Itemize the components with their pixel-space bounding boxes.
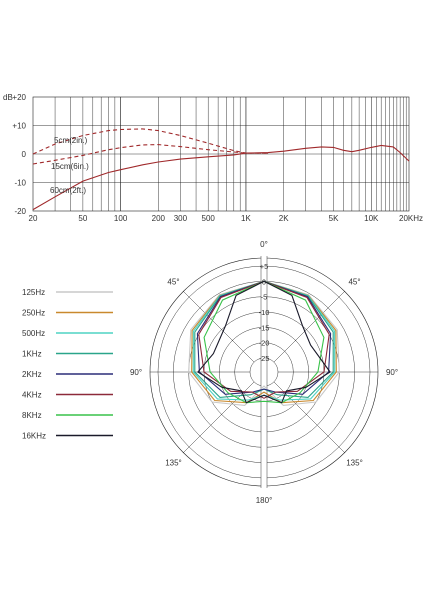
polar-angle-label-225: 135° (165, 459, 182, 468)
frequency-response-chart: dB 20 50 100 200 300 500 1K 2K 5K 10K 20KHz +20 +10… (3, 93, 423, 223)
fr-series-label-15cm: 15cm(6in.) (51, 162, 89, 171)
polar-angle-label-135: 135° (346, 459, 363, 468)
polar-series-16khz (197, 280, 331, 404)
polar-grid (149, 256, 379, 488)
fr-x-tick-5k: 5K (329, 214, 339, 223)
fr-unit-label: dB (3, 93, 13, 102)
fr-series-label-60cm: 60cm(2ft.) (50, 186, 86, 195)
fr-y-tick-10: +10 (12, 122, 26, 131)
legend-label-250hz: 250Hz (22, 309, 45, 318)
polar-angle-label-45: 45° (348, 277, 360, 286)
fr-series-5cm-2in (32, 128, 268, 155)
fr-y-tick-20: -20 (14, 207, 26, 216)
polar-r-tick-15: -15 (259, 323, 270, 332)
fr-x-tick-1k: 1K (241, 214, 251, 223)
polar-series-8khz (203, 280, 325, 404)
polar-series-4khz (198, 280, 330, 399)
polar-angle-label-0: 0° (260, 240, 268, 249)
fr-series-15cm-6in (32, 144, 268, 165)
fr-x-tick-20: 20 (29, 214, 38, 223)
fr-x-tick-labels: 20 50 100 200 300 500 1K 2K 5K 10K 20KHz (29, 214, 423, 223)
polar-r-tick-0: 0 (262, 277, 266, 286)
fr-series-label-5cm: 5cm(2in.) (54, 136, 88, 145)
polar-center-gap (261, 256, 267, 488)
fr-series-lines (32, 128, 410, 211)
polar-spoke-315 (183, 291, 255, 363)
fr-grid (32, 96, 410, 212)
fr-x-tick-100: 100 (114, 214, 128, 223)
fr-x-tick-50: 50 (78, 214, 87, 223)
fr-x-tick-300: 300 (174, 214, 188, 223)
fr-x-tick-500: 500 (202, 214, 216, 223)
polar-pattern-chart: +5 0 -5 -10 -15 -20 -25 0° 45° 90° 135° 180° 135° 90… (22, 240, 398, 505)
legend-label-500hz: 500Hz (22, 329, 45, 338)
polar-series-curves (188, 280, 340, 406)
legend-label-4khz: 4KHz (22, 391, 42, 400)
polar-radial-tick-labels: +5 0 -5 -10 -15 -20 -25 (259, 262, 270, 363)
fr-x-tick-2k: 2K (279, 214, 289, 223)
fr-y-tick-labels: +20 +10 0 -10 -20 (12, 93, 26, 216)
polar-angle-label-315: 45° (167, 277, 179, 286)
legend-label-1khz: 1KHz (22, 350, 42, 359)
polar-angle-label-180: 180° (256, 496, 273, 505)
fr-y-tick-0: 0 (22, 150, 27, 159)
polar-r-tick-5: +5 (260, 262, 269, 271)
legend-label-2khz: 2KHz (22, 370, 42, 379)
fr-x-tick-10k: 10K (364, 214, 379, 223)
polar-legend: 125Hz 250Hz 500Hz 1KHz 2KHz 4KHz 8KHz 16KHz (22, 288, 113, 441)
fr-y-tick-10: -10 (14, 179, 26, 188)
legend-label-16khz: 16KHz (22, 432, 46, 441)
fr-series-60cm-2ft (32, 144, 410, 211)
polar-angle-labels: 0° 45° 90° 135° 180° 135° 90° 45° (130, 240, 398, 505)
fr-x-tick-20khz: 20KHz (399, 214, 423, 223)
legend-label-8khz: 8KHz (22, 411, 42, 420)
polar-r-tick-5: -5 (261, 293, 268, 302)
polar-series-2khz (196, 280, 332, 395)
polar-r-tick-25: -25 (259, 354, 270, 363)
polar-series-125hz (188, 280, 340, 406)
fr-x-tick-200: 200 (152, 214, 166, 223)
polar-angle-label-90: 90° (386, 368, 398, 377)
polar-series-250hz (191, 280, 337, 404)
polar-angle-label-270: 90° (130, 368, 142, 377)
polar-spoke-45 (273, 291, 345, 363)
legend-label-125hz: 125Hz (22, 288, 45, 297)
fr-y-tick-20: +20 (12, 93, 26, 102)
polar-r-tick-10: -10 (259, 308, 270, 317)
polar-r-tick-20: -20 (259, 339, 270, 348)
